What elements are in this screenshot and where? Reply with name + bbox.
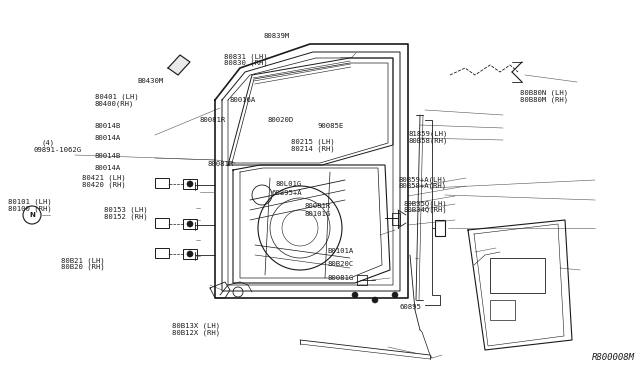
Text: 80014A: 80014A (95, 165, 121, 171)
Text: 80020D: 80020D (268, 117, 294, 123)
Text: 60895: 60895 (399, 304, 421, 310)
Text: 80081R: 80081R (200, 117, 226, 123)
Text: 80153 (LH): 80153 (LH) (104, 206, 147, 213)
Text: 80101 (LH): 80101 (LH) (8, 198, 51, 205)
Text: 80B34Q(RH): 80B34Q(RH) (403, 207, 447, 214)
Text: 80400(RH): 80400(RH) (95, 100, 134, 107)
Text: 09891-1062G: 09891-1062G (33, 147, 81, 153)
Text: 80014B: 80014B (95, 124, 121, 129)
Circle shape (392, 292, 398, 298)
Text: 80839M: 80839M (264, 33, 290, 39)
Text: 80B13X (LH): 80B13X (LH) (172, 322, 220, 329)
Polygon shape (168, 55, 190, 75)
Text: 80830 (RH): 80830 (RH) (224, 60, 268, 67)
Text: 80081R: 80081R (305, 203, 331, 209)
Bar (155, 218, 169, 228)
Text: R800008M: R800008M (592, 353, 635, 362)
Bar (155, 248, 169, 258)
Text: 80L01G: 80L01G (275, 181, 301, 187)
Text: 80100 (RH): 80100 (RH) (8, 205, 51, 212)
Text: 80B12X (RH): 80B12X (RH) (172, 330, 220, 336)
Text: N: N (29, 212, 35, 218)
Text: 60895+A: 60895+A (272, 190, 303, 196)
Text: B0430M: B0430M (138, 78, 164, 84)
Text: 80B58+A(RH): 80B58+A(RH) (398, 183, 446, 189)
Bar (490, 258, 545, 293)
Circle shape (187, 181, 193, 187)
Bar (435, 220, 445, 236)
Text: 80101G: 80101G (305, 211, 331, 217)
Text: 90085E: 90085E (317, 124, 344, 129)
Text: 81859(LH): 81859(LH) (408, 131, 448, 137)
Bar (183, 179, 197, 189)
Text: 80081G: 80081G (328, 275, 354, 281)
Text: 80152 (RH): 80152 (RH) (104, 213, 147, 220)
Text: 80B80M (RH): 80B80M (RH) (520, 96, 568, 103)
Text: (4): (4) (42, 140, 55, 146)
Text: 80B35Q(LH): 80B35Q(LH) (403, 200, 447, 207)
Text: 80831 (LH): 80831 (LH) (224, 53, 268, 60)
Circle shape (187, 251, 193, 257)
Text: 80B80N (LH): 80B80N (LH) (520, 90, 568, 96)
Text: 80B20 (RH): 80B20 (RH) (61, 264, 104, 270)
Text: 80B59+A(LH): 80B59+A(LH) (398, 176, 446, 183)
Text: 80014A: 80014A (95, 135, 121, 141)
Circle shape (352, 292, 358, 298)
Bar (392, 213, 400, 225)
Text: 80B20C: 80B20C (328, 261, 354, 267)
Bar (155, 178, 169, 188)
Circle shape (187, 221, 193, 227)
Text: 80420 (RH): 80420 (RH) (82, 181, 125, 188)
Text: B0101A: B0101A (328, 248, 354, 254)
Text: 80B58(RH): 80B58(RH) (408, 137, 448, 144)
Text: 80214 (RH): 80214 (RH) (291, 145, 335, 152)
Bar (490, 300, 515, 320)
Circle shape (372, 297, 378, 303)
Text: 80401 (LH): 80401 (LH) (95, 93, 138, 100)
Text: 80016A: 80016A (229, 97, 255, 103)
Bar (357, 275, 367, 285)
Text: 80B21 (LH): 80B21 (LH) (61, 257, 104, 264)
Text: 80421 (LH): 80421 (LH) (82, 174, 125, 181)
Text: 80081R: 80081R (208, 161, 234, 167)
Bar (183, 219, 197, 229)
Text: 80215 (LH): 80215 (LH) (291, 139, 335, 145)
Text: 80014B: 80014B (95, 153, 121, 159)
Bar (183, 249, 197, 259)
